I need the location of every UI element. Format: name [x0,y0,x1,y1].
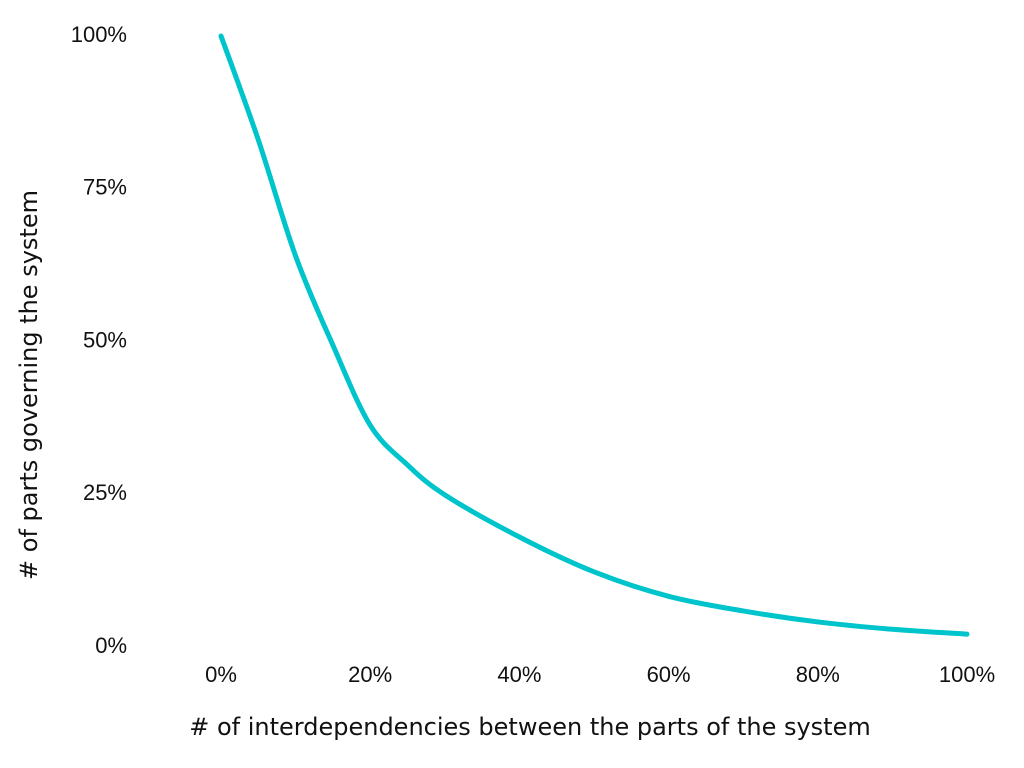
y-tick-label: 75% [83,175,127,200]
y-tick-label: 50% [83,327,127,352]
y-tick-label: 100% [71,22,127,47]
x-tick-label: 80% [796,662,840,687]
x-tick-label: 20% [348,662,392,687]
x-tick-label: 100% [939,662,995,687]
x-axis-title: # of interdependencies between the parts… [189,713,871,741]
x-tick-label: 60% [647,662,691,687]
y-axis-title: # of parts governing the system [15,190,43,580]
x-tick-label: 0% [205,662,237,687]
x-tick-label: 40% [497,662,541,687]
data-line [218,33,970,637]
y-tick-label: 25% [83,480,127,505]
y-tick-label: 0% [95,633,127,658]
